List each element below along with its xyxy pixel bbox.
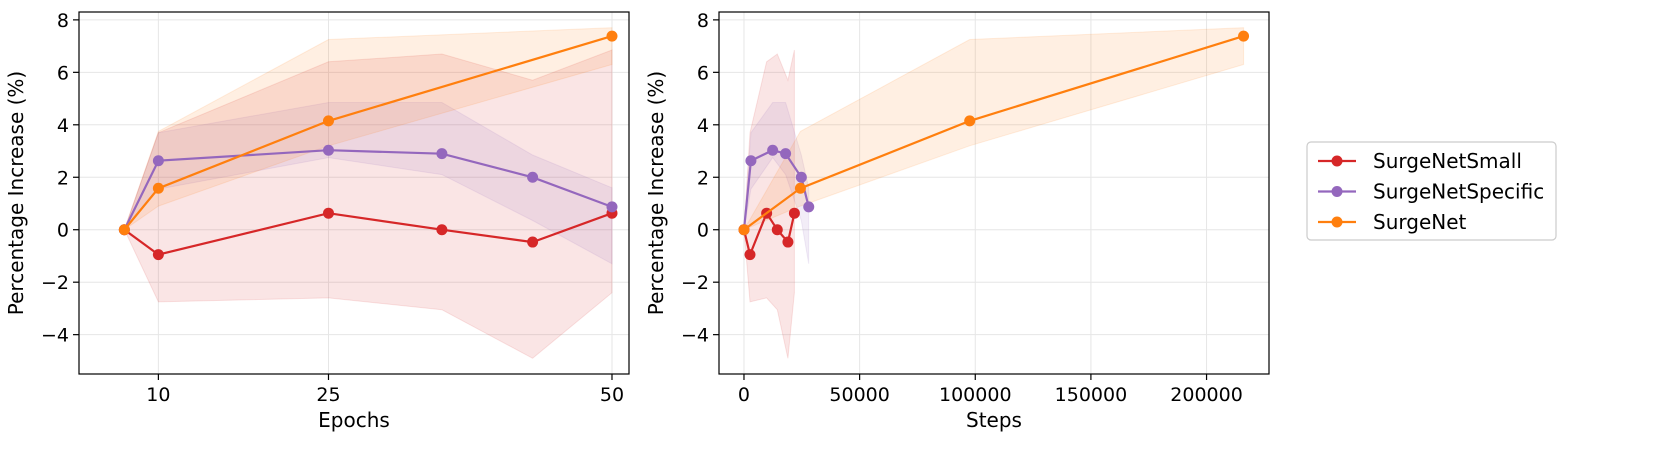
point-surgenetsmall xyxy=(782,236,794,248)
line-surgenetsmall xyxy=(123,212,613,256)
point-surgenetspecific xyxy=(767,144,779,156)
point-surgenet xyxy=(152,182,164,194)
line-surgenet xyxy=(123,35,613,231)
point-surgenet xyxy=(738,224,750,236)
point-surgenetsmall xyxy=(436,224,448,236)
point-surgenetsmall xyxy=(771,224,783,236)
point-surgenet xyxy=(794,182,806,194)
point-surgenetspecific xyxy=(803,201,815,213)
y-tick-label: 4 xyxy=(697,115,709,137)
legend-label-surgenetsmall: SurgeNetSmall xyxy=(1373,149,1522,173)
y-tick-label: −2 xyxy=(681,272,709,294)
x-tick-label: 50 xyxy=(600,384,624,406)
band-surgenetspecific xyxy=(743,102,810,264)
y-axis-label: Percentage Increase (%) xyxy=(4,71,28,315)
y-tick-label: 6 xyxy=(697,62,709,84)
legend: SurgeNetSmall SurgeNetSpecific SurgeNet xyxy=(1306,141,1557,241)
x-tick-label: 150000 xyxy=(1055,384,1128,406)
y-tick-label: −4 xyxy=(681,325,709,347)
point-surgenetspecific xyxy=(795,171,807,183)
y-tick-label: 4 xyxy=(57,115,69,137)
point-surgenetspecific xyxy=(745,155,757,167)
band-surgenet xyxy=(123,27,613,231)
legend-label-surgenetspecific: SurgeNetSpecific xyxy=(1373,180,1544,204)
y-tick-label: 0 xyxy=(697,220,709,242)
point-surgenetsmall xyxy=(152,249,164,261)
plot-frame xyxy=(78,11,630,375)
y-tick-label: 0 xyxy=(57,220,69,242)
legend-marker-surgenetspecific xyxy=(1331,186,1343,197)
point-surgenetspecific xyxy=(322,144,334,156)
y-tick-label: −2 xyxy=(41,272,69,294)
point-surgenet xyxy=(1238,30,1250,42)
band-surgenetsmall xyxy=(743,49,795,359)
point-surgenet xyxy=(118,224,130,236)
legend-marker-surgenetsmall xyxy=(1331,155,1343,167)
line-surgenetspecific xyxy=(123,149,613,231)
band-surgenet xyxy=(742,27,1245,231)
y-tick-label: 8 xyxy=(697,10,709,32)
y-tick-label: −4 xyxy=(41,325,69,347)
point-surgenet xyxy=(322,115,334,127)
point-surgenetspecific xyxy=(780,148,792,160)
x-tick-label: 10 xyxy=(146,384,170,406)
point-surgenet xyxy=(964,115,976,127)
line-surgenet xyxy=(743,35,1244,231)
band-surgenetsmall xyxy=(123,49,613,359)
x-axis-label: Epochs xyxy=(318,408,390,432)
left-chart-epochs: 10 25 50 −4 −2 0 2 4 6 8 Epochs Percentage Increase… xyxy=(4,10,630,432)
y-tick-label: 8 xyxy=(57,10,69,32)
legend-marker-surgenet xyxy=(1331,216,1343,228)
point-surgenetsmall xyxy=(322,207,334,219)
band-surgenetspecific xyxy=(123,102,613,265)
legend-box xyxy=(1306,141,1557,241)
point-surgenetspecific xyxy=(527,171,539,183)
right-chart-steps: 0 50000 100000 150000 200000 −4 −2 0 2 4 6 8 Steps Pe… xyxy=(644,10,1270,432)
point-surgenetsmall xyxy=(527,236,539,248)
x-tick-label: 0 xyxy=(738,384,750,406)
x-tick-label: 100000 xyxy=(939,384,1012,406)
point-surgenetspecific xyxy=(606,201,618,213)
x-tick-label: 200000 xyxy=(1170,384,1243,406)
point-surgenetspecific xyxy=(436,148,448,160)
y-axis-label: Percentage Increase (%) xyxy=(644,71,668,315)
y-tick-label: 6 xyxy=(57,62,69,84)
y-tick-label: 2 xyxy=(57,167,69,189)
x-tick-label: 25 xyxy=(316,384,340,406)
plot-frame xyxy=(718,11,1270,375)
legend-label-surgenet: SurgeNet xyxy=(1373,210,1467,234)
point-surgenetspecific xyxy=(152,155,164,167)
point-surgenetsmall xyxy=(788,207,800,219)
x-tick-label: 50000 xyxy=(829,384,889,406)
y-tick-label: 2 xyxy=(697,167,709,189)
point-surgenetsmall xyxy=(744,249,756,261)
x-axis-label: Steps xyxy=(966,408,1022,432)
point-surgenet xyxy=(606,30,618,42)
